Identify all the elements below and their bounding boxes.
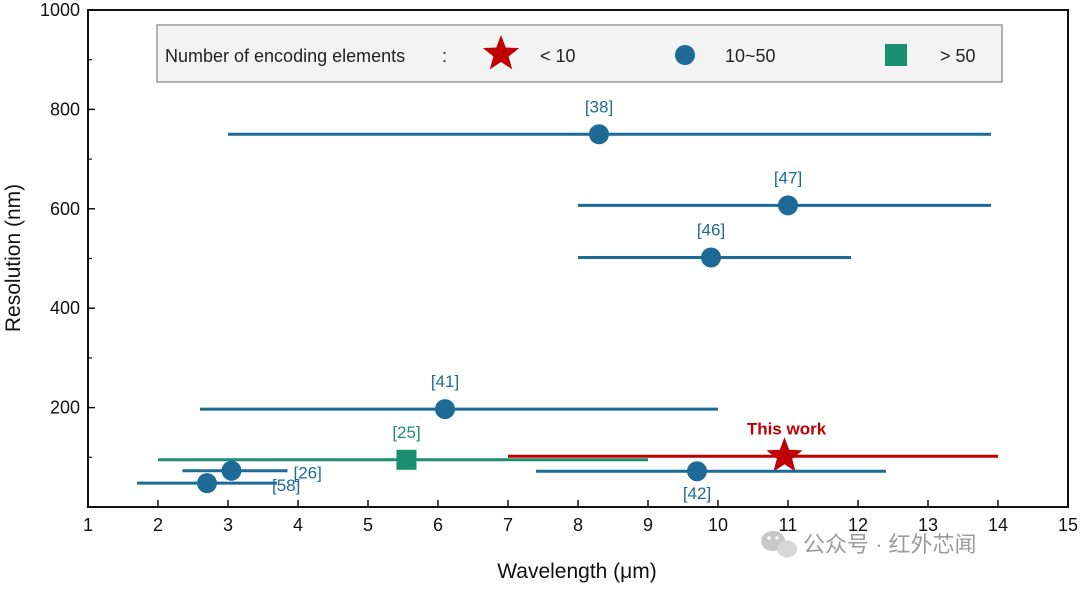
x-tick-label: 3 xyxy=(223,515,233,535)
x-tick-label: 12 xyxy=(848,515,868,535)
legend-label-10-50: 10~50 xyxy=(725,46,776,66)
y-tick-label: 600 xyxy=(50,199,80,219)
x-tick-label: 9 xyxy=(643,515,653,535)
y-tick-label: 800 xyxy=(50,99,80,119)
data-label: [41] xyxy=(431,372,459,391)
y-tick-label: 200 xyxy=(50,398,80,418)
watermark-text: 公众号 · 红外芯闻 xyxy=(803,532,977,557)
data-label: [38] xyxy=(585,97,613,116)
data-point-group: [46] xyxy=(578,221,851,268)
data-label: [47] xyxy=(774,168,802,187)
x-tick-label: 1 xyxy=(83,515,93,535)
x-tick-label: 10 xyxy=(708,515,728,535)
data-point-group: This work xyxy=(508,419,998,472)
x-tick-label: 4 xyxy=(293,515,303,535)
legend-title: Number of encoding elements xyxy=(165,46,405,66)
legend-box xyxy=(156,24,1003,83)
data-point-circle xyxy=(197,473,217,494)
data-label: [26] xyxy=(294,464,322,483)
x-tick-label: 6 xyxy=(433,515,443,535)
legend-label-lt10: < 10 xyxy=(540,46,576,66)
watermark: 公众号 · 红外芯闻 xyxy=(761,531,977,558)
data-point-group: [42] xyxy=(536,461,886,503)
y-axis-label: Resolution (nm) xyxy=(2,184,25,332)
data-point-group: [41] xyxy=(200,372,718,420)
data-label: [46] xyxy=(697,221,725,240)
data-point-circle xyxy=(687,461,707,482)
data-label: [42] xyxy=(683,484,711,503)
x-tick-label: 7 xyxy=(503,515,513,535)
data-point-group: [47] xyxy=(578,168,991,216)
data-point-circle xyxy=(778,195,798,216)
data-series: [38] [47] [46] [41] [25] This work [26] [42] [58… xyxy=(137,97,998,503)
data-point-circle xyxy=(589,124,609,145)
data-point-group: [25] xyxy=(158,423,648,470)
data-point-group: [26] xyxy=(182,460,322,483)
x-tick-label: 11 xyxy=(779,515,798,535)
legend: Number of encoding elements : < 10 10~50… xyxy=(156,24,1003,83)
data-point-circle xyxy=(221,460,242,481)
data-point-group: [58] xyxy=(137,473,300,495)
x-tick-label: 5 xyxy=(363,515,373,535)
data-point-star xyxy=(766,437,803,472)
x-axis-label: Wavelength (μm) xyxy=(497,560,657,583)
y-tick-label: 1000 xyxy=(40,0,80,20)
wechat-icon xyxy=(761,531,797,558)
data-label: [58] xyxy=(272,476,300,495)
legend-separator: : xyxy=(442,46,447,66)
x-tick-label: 14 xyxy=(988,515,1008,535)
data-label: [25] xyxy=(392,423,420,442)
y-tick-label: 400 xyxy=(50,298,80,318)
legend-label-gt50: > 50 xyxy=(940,46,976,66)
legend-star-marker xyxy=(482,35,520,70)
data-label: This work xyxy=(747,419,827,438)
x-tick-label: 2 xyxy=(153,515,163,535)
legend-square-marker xyxy=(885,44,907,66)
data-point-group: [38] xyxy=(228,97,991,145)
x-tick-label: 8 xyxy=(573,515,583,535)
data-point-circle xyxy=(435,399,455,420)
x-tick-label: 15 xyxy=(1058,515,1078,535)
data-point-square xyxy=(396,449,417,470)
legend-circle-marker xyxy=(675,45,695,65)
x-tick-label: 13 xyxy=(918,515,938,535)
data-point-circle xyxy=(701,247,721,268)
